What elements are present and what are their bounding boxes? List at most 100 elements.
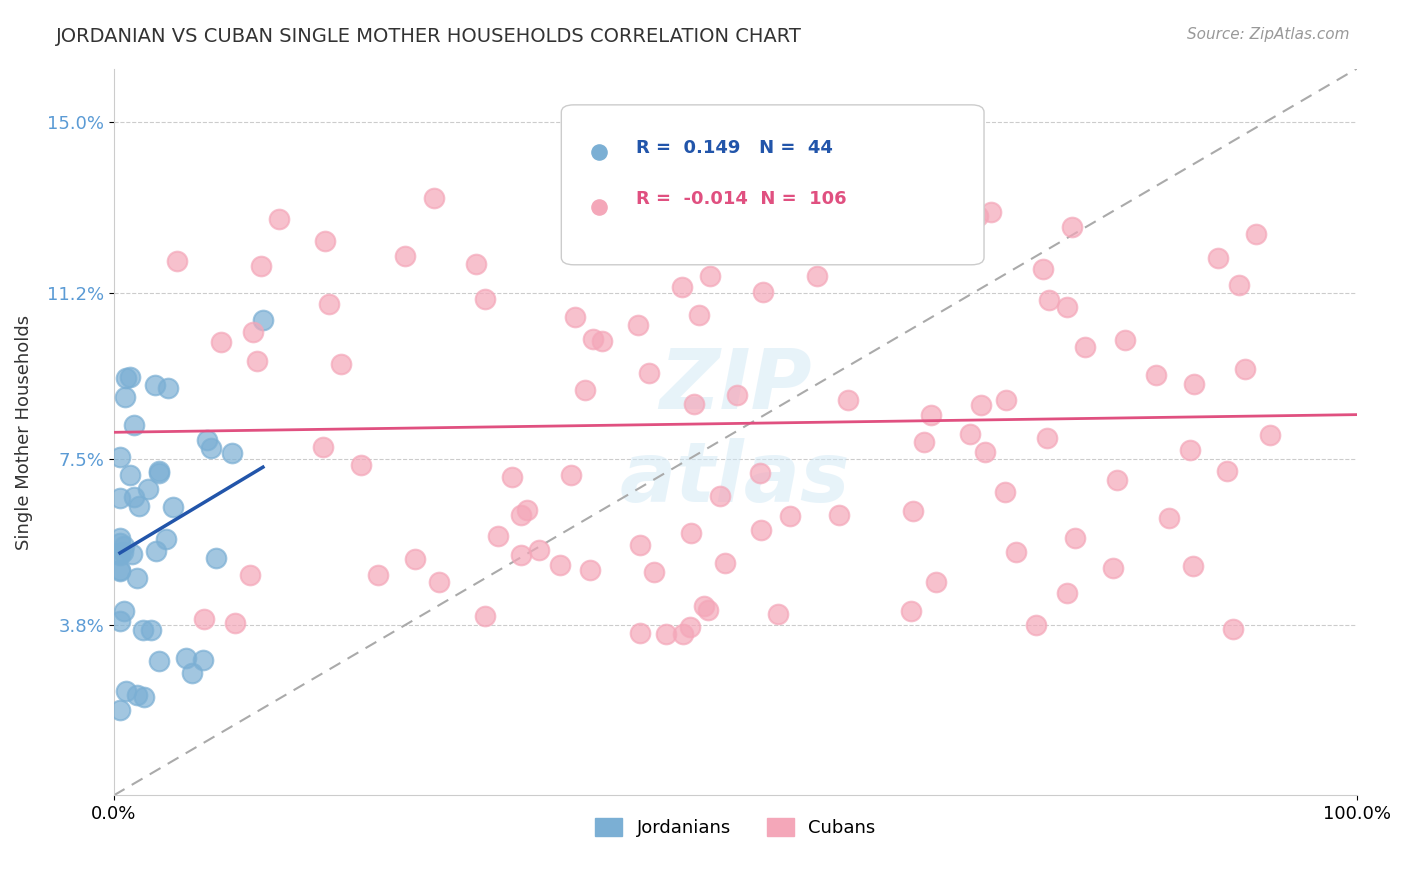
Point [474, 292, 496, 306]
Point [474, 609, 496, 624]
Point [427, 574, 450, 589]
Point [683, 397, 706, 411]
Point [486, 529, 509, 543]
Point [1032, 262, 1054, 277]
Point [118, 468, 141, 483]
Point [699, 268, 721, 283]
Point [574, 384, 596, 398]
Point [510, 548, 533, 562]
Point [108, 614, 131, 628]
Point [1244, 227, 1267, 241]
Point [925, 575, 948, 590]
Point [920, 408, 942, 422]
Point [114, 390, 136, 404]
Point [1258, 428, 1281, 442]
Text: R =  -0.014  N =  106: R = -0.014 N = 106 [636, 190, 846, 209]
Point [166, 253, 188, 268]
Point [967, 209, 990, 223]
Point [200, 441, 222, 455]
Point [1056, 586, 1078, 600]
Point [148, 466, 170, 480]
Point [108, 491, 131, 505]
Point [162, 500, 184, 514]
Point [127, 571, 149, 585]
Point [136, 482, 159, 496]
Point [581, 332, 603, 346]
Point [242, 326, 264, 340]
Point [148, 654, 170, 668]
Point [1215, 464, 1237, 478]
Point [724, 209, 747, 223]
Point [193, 653, 215, 667]
Point [239, 567, 262, 582]
Point [751, 223, 773, 237]
Point [124, 417, 146, 432]
Point [974, 444, 997, 458]
Point [422, 191, 444, 205]
Legend: Jordanians, Cubans: Jordanians, Cubans [588, 811, 883, 845]
Point [224, 616, 246, 631]
Point [318, 297, 340, 311]
Point [501, 470, 523, 484]
Point [143, 377, 166, 392]
Point [1182, 559, 1205, 574]
Point [560, 467, 582, 482]
Text: JORDANIAN VS CUBAN SINGLE MOTHER HOUSEHOLDS CORRELATION CHART: JORDANIAN VS CUBAN SINGLE MOTHER HOUSEHO… [56, 27, 801, 45]
Point [697, 603, 720, 617]
Point [693, 599, 716, 613]
Point [591, 334, 613, 349]
Point [516, 503, 538, 517]
Point [655, 627, 678, 641]
Point [678, 620, 700, 634]
Point [180, 666, 202, 681]
Point [510, 508, 533, 522]
Point [627, 318, 650, 332]
Point [145, 544, 167, 558]
Text: R =  0.149   N =  44: R = 0.149 N = 44 [636, 139, 832, 158]
Point [404, 552, 426, 566]
Point [1182, 377, 1205, 392]
Point [527, 543, 550, 558]
Point [148, 464, 170, 478]
Point [779, 508, 801, 523]
Point [394, 249, 416, 263]
Point [108, 703, 131, 717]
Y-axis label: Single Mother Households: Single Mother Households [15, 314, 32, 549]
Point [252, 312, 274, 326]
Point [156, 381, 179, 395]
Point [1107, 473, 1129, 487]
Point [994, 393, 1017, 408]
Point [174, 651, 197, 665]
Point [1056, 300, 1078, 314]
Point [725, 388, 748, 402]
Point [108, 546, 131, 560]
Point [1157, 511, 1180, 525]
Point [128, 499, 150, 513]
Point [350, 458, 373, 473]
Point [751, 285, 773, 300]
Point [637, 366, 659, 380]
Point [115, 683, 138, 698]
Point [195, 433, 218, 447]
Point [768, 607, 790, 621]
Point [1227, 277, 1250, 292]
Point [221, 445, 243, 459]
Point [108, 563, 131, 577]
Point [1004, 545, 1026, 559]
FancyBboxPatch shape [561, 105, 984, 265]
Point [1038, 293, 1060, 307]
Point [118, 370, 141, 384]
Point [141, 624, 163, 638]
Point [681, 526, 703, 541]
Point [367, 567, 389, 582]
Point [671, 280, 693, 294]
Point [112, 539, 135, 553]
Point [914, 434, 936, 449]
Point [628, 538, 651, 552]
Point [929, 241, 952, 255]
Point [329, 357, 352, 371]
Point [671, 627, 693, 641]
Point [900, 604, 922, 618]
Point [835, 195, 858, 210]
Point [970, 398, 993, 412]
